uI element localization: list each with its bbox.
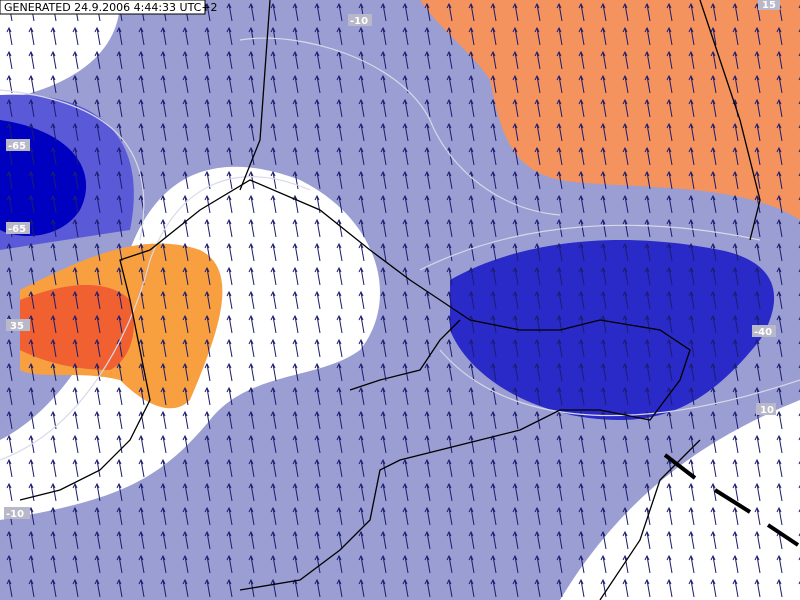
borders	[19, 0, 761, 600]
contour-label: -10	[350, 16, 368, 27]
contour-label: -40	[754, 327, 772, 338]
contour-label: -65	[8, 141, 26, 152]
front	[663, 453, 800, 547]
contour-label: 35	[10, 321, 24, 332]
contour-label: -65	[8, 224, 26, 235]
contour-label: 10	[760, 405, 774, 416]
header-title: GENERATED 24.9.2006 4:44:33 UTC+2	[4, 1, 218, 14]
contour-labels: -65 -65 35 -10 15 -10 -40 10	[4, 0, 780, 520]
contours	[0, 37, 800, 461]
contour-label: -10	[6, 509, 24, 520]
header-box	[0, 0, 206, 15]
contour-label: 15	[762, 0, 776, 11]
